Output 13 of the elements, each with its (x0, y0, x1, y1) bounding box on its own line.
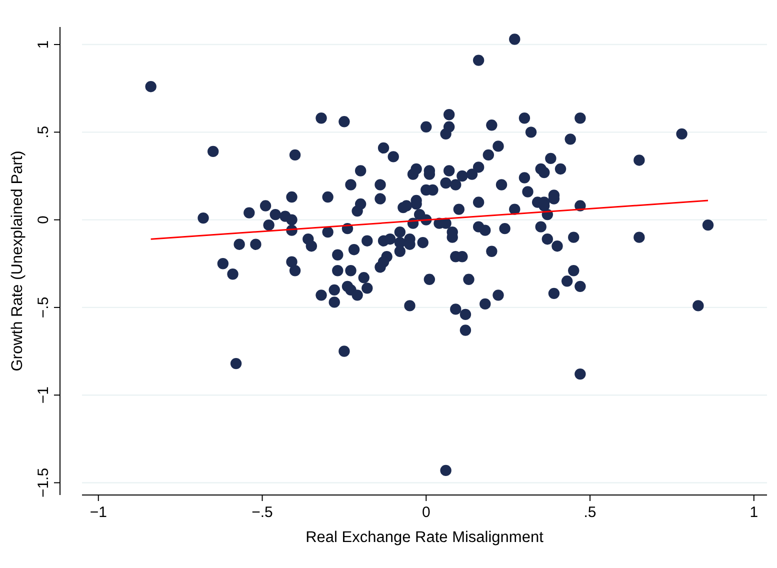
x-axis-title: Real Exchange Rate Misalignment (306, 529, 544, 546)
x-tick-label: −.5 (252, 504, 273, 521)
y-tick-label: 0 (35, 216, 52, 224)
x-tick-label: 0 (422, 504, 430, 521)
y-axis-title: Growth Rate (Unexplained Part) (9, 150, 26, 372)
y-tick-label: −1.5 (35, 468, 52, 498)
x-tick-label: .5 (584, 504, 596, 521)
x-tick-label: −1 (90, 504, 107, 521)
y-tick-label: −1 (35, 386, 52, 404)
y-tick-label: 1 (35, 40, 52, 49)
y-tick-label: −.5 (35, 296, 52, 318)
y-tick-label: .5 (35, 126, 52, 138)
x-tick-label: 1 (750, 504, 758, 521)
